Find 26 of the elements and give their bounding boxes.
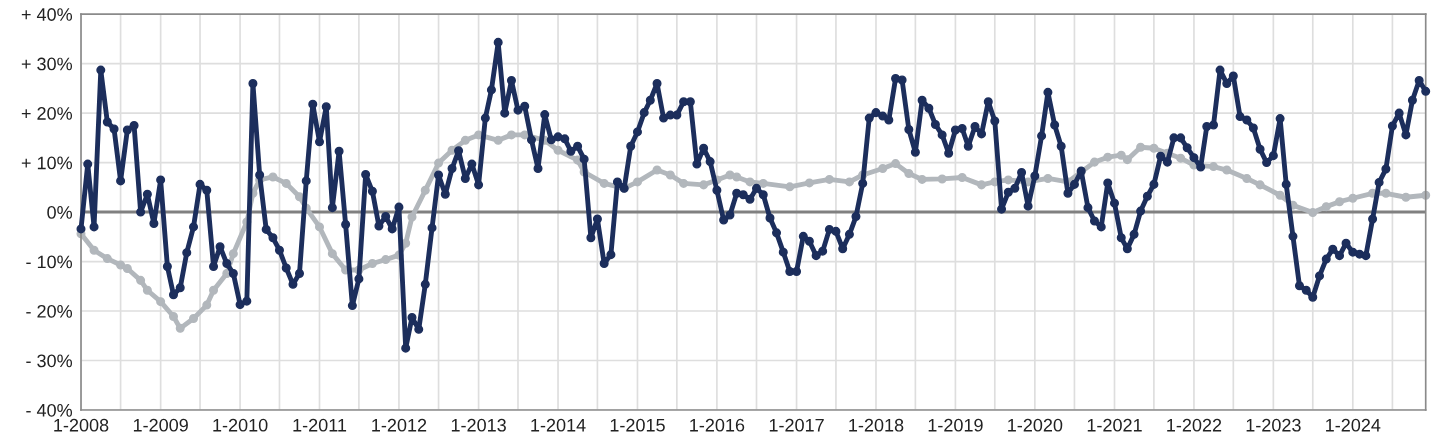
x-tick-label: 1-2020 xyxy=(1008,418,1063,432)
y-tick-label: - 20% xyxy=(26,304,73,318)
x-tick-label: 1-2015 xyxy=(610,418,665,432)
x-tick-label: 1-2017 xyxy=(769,418,824,432)
x-tick-label: 1-2023 xyxy=(1246,418,1301,432)
x-tick-label: 1-2022 xyxy=(1167,418,1222,432)
x-tick-label: 1-2016 xyxy=(690,418,745,432)
x-tick-label: 1-2021 xyxy=(1087,418,1142,432)
x-tick-label: 1-2012 xyxy=(372,418,427,432)
x-tick-label: 1-2019 xyxy=(928,418,983,432)
x-tick-label: 1-2013 xyxy=(451,418,506,432)
y-tick-label: + 40% xyxy=(21,8,73,21)
x-tick-label: 1-2010 xyxy=(213,418,268,432)
y-tick-label: - 40% xyxy=(26,403,73,417)
y-tick-label: + 10% xyxy=(21,156,73,170)
x-tick-label: 1-2009 xyxy=(133,418,188,432)
y-tick-label: + 20% xyxy=(21,107,73,120)
y-tick-label: 0% xyxy=(47,206,73,219)
y-tick-label: + 30% xyxy=(21,57,73,71)
x-tick-label: 1-2018 xyxy=(849,418,904,432)
y-tick-label: - 10% xyxy=(26,255,73,269)
y-tick-label: - 30% xyxy=(26,354,73,368)
x-tick-label: 1-2011 xyxy=(293,418,347,432)
x-tick-label: 1-2014 xyxy=(531,418,586,432)
x-tick-label: 1-2008 xyxy=(54,418,109,432)
x-tick-label: 1-2024 xyxy=(1326,418,1381,432)
